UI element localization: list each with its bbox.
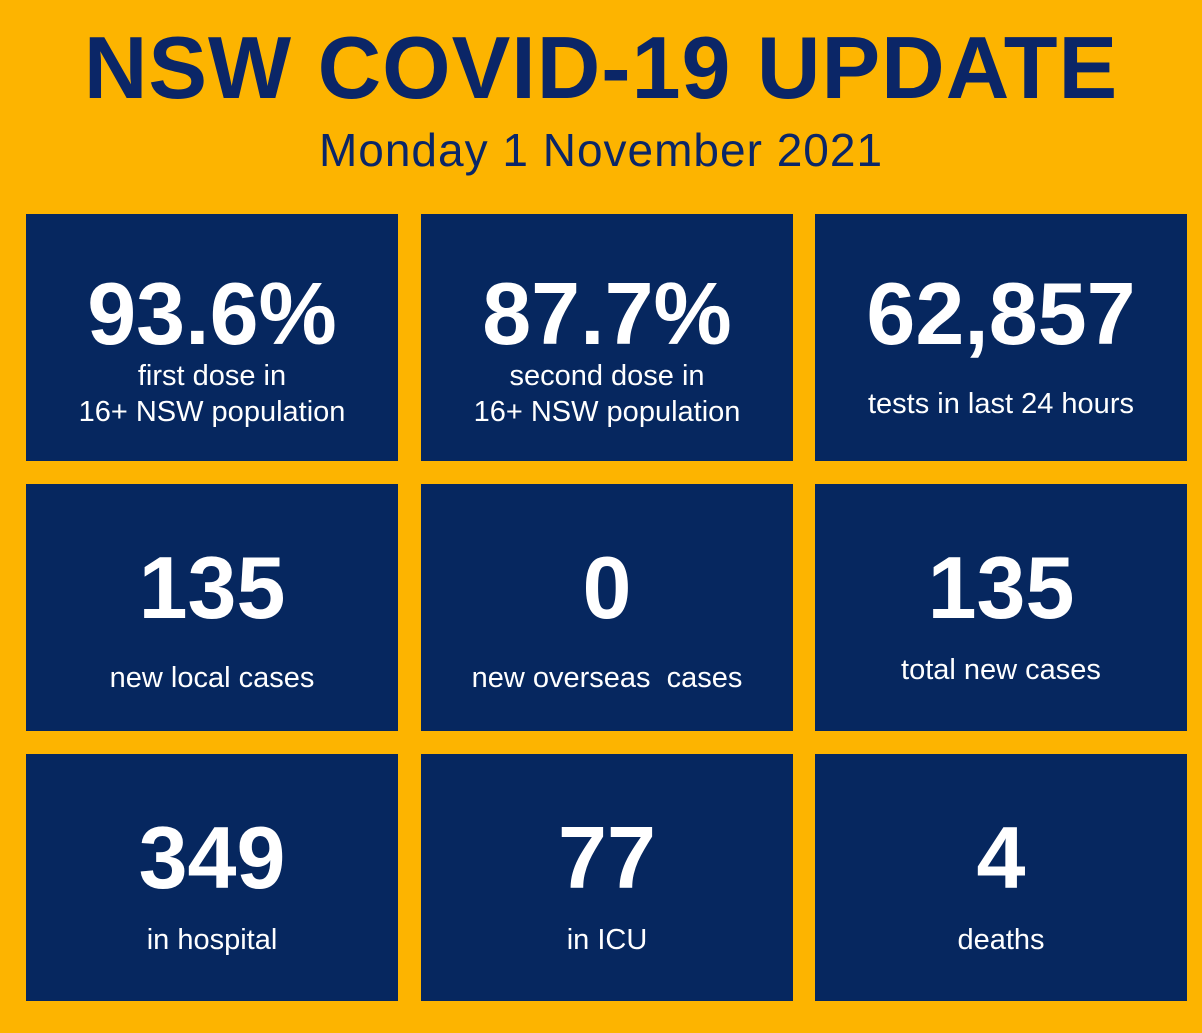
stat-value: 135 bbox=[927, 538, 1075, 637]
stat-label: tests in last 24 hours bbox=[868, 388, 1134, 420]
stat-label: total new cases bbox=[901, 654, 1101, 686]
stat-label: first dose in 16+ NSW population bbox=[78, 360, 346, 428]
stat-tile-total-cases: 135 total new cases bbox=[815, 484, 1187, 731]
stat-value: 0 bbox=[582, 538, 632, 637]
page-title: NSW COVID-19 UPDATE bbox=[83, 18, 1119, 117]
stat-value: 349 bbox=[138, 808, 286, 907]
stat-tile-tests: 62,857 tests in last 24 hours bbox=[815, 214, 1187, 461]
stat-label: new overseas cases bbox=[471, 662, 743, 694]
stat-value: 62,857 bbox=[866, 264, 1136, 363]
stat-tile-first-dose: 93.6% first dose in 16+ NSW population bbox=[26, 214, 398, 461]
stat-tile-hospital: 349 in hospital bbox=[26, 754, 398, 1001]
stat-value: 135 bbox=[138, 538, 286, 637]
stat-label: in ICU bbox=[566, 924, 648, 956]
stat-value: 87.7% bbox=[482, 264, 732, 363]
stat-tile-icu: 77 in ICU bbox=[421, 754, 793, 1001]
stat-label: in hospital bbox=[146, 924, 278, 956]
stat-tile-second-dose: 87.7% second dose in 16+ NSW population bbox=[421, 214, 793, 461]
stat-tile-deaths: 4 deaths bbox=[815, 754, 1187, 1001]
stat-value: 93.6% bbox=[87, 264, 337, 363]
update-date: Monday 1 November 2021 bbox=[318, 124, 884, 176]
stat-tile-overseas-cases: 0 new overseas cases bbox=[421, 484, 793, 731]
stat-tile-local-cases: 135 new local cases bbox=[26, 484, 398, 731]
stat-label: second dose in 16+ NSW population bbox=[473, 360, 741, 428]
stat-value: 4 bbox=[976, 808, 1026, 907]
stat-label: new local cases bbox=[109, 662, 315, 694]
stat-label: deaths bbox=[957, 924, 1045, 956]
stat-value: 77 bbox=[558, 808, 656, 907]
